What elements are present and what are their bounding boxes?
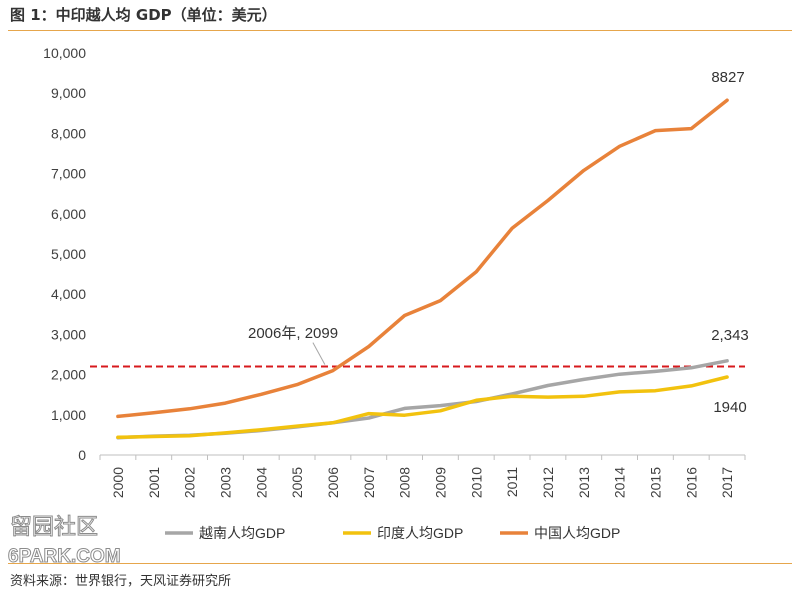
x-tick-label: 2003	[217, 467, 233, 498]
legend-label-vietnam: 越南人均GDP	[199, 525, 285, 541]
source-note: 资料来源：世界银行，天风证券研究所	[10, 574, 232, 589]
x-tick-label: 2009	[432, 467, 448, 498]
x-tick-label: 2008	[397, 467, 413, 498]
chart-legend: 越南人均GDP 印度人均GDP 中国人均GDP	[165, 525, 620, 541]
x-tick-label: 2004	[253, 467, 269, 498]
watermark-line1: 留园社区	[10, 514, 98, 539]
x-tick-label: 2001	[146, 467, 162, 498]
y-tick-label: 7,000	[51, 166, 86, 182]
x-tick-label: 2011	[504, 467, 520, 497]
y-tick-label: 5,000	[51, 246, 86, 262]
x-tick-label: 2007	[361, 467, 377, 498]
x-tick-label: 2014	[612, 467, 628, 498]
y-tick-label: 1,000	[51, 407, 86, 423]
annotation-leader-2006	[312, 342, 326, 365]
data-label-china-2017: 8827	[711, 69, 744, 86]
y-tick-label: 0	[78, 447, 86, 463]
x-tick-label: 2013	[576, 467, 592, 498]
legend-label-india: 印度人均GDP	[377, 525, 463, 541]
x-tick-label: 2006	[325, 467, 341, 498]
series-line-china	[116, 98, 729, 419]
chart-axes: 0 1,000 2,000 3,000 4,000 5,000 6,000 7,000 8,00…	[43, 45, 746, 498]
annotation-2006: 2006年, 2099	[248, 325, 338, 342]
data-label-india-2017: 1940	[713, 399, 746, 416]
x-tick-label: 2002	[182, 467, 198, 498]
data-labels: 2006年, 2099 8827 2,343 1940	[248, 69, 749, 416]
y-tick-label: 6,000	[51, 206, 86, 222]
x-tick-label: 2000	[110, 467, 126, 498]
series-line-vietnam	[116, 359, 729, 440]
legend-label-china: 中国人均GDP	[534, 525, 620, 541]
x-tick-label: 2010	[468, 467, 484, 498]
x-tick-label: 2005	[289, 467, 305, 498]
series-lines	[116, 98, 729, 440]
watermark-line2: 6PARK.COM	[8, 546, 121, 567]
title-divider	[8, 30, 792, 31]
y-tick-label: 9,000	[51, 85, 86, 101]
figure-title: 图 1：中印越人均 GDP（单位：美元）	[10, 6, 277, 24]
series-line-india	[116, 375, 729, 440]
x-tick-label: 2012	[540, 467, 556, 498]
y-tick-label: 8,000	[51, 125, 86, 141]
y-tick-label: 3,000	[51, 326, 86, 342]
x-tick-label: 2015	[647, 467, 663, 498]
y-tick-label: 4,000	[51, 286, 86, 302]
x-tick-label: 2017	[719, 467, 735, 498]
data-label-vietnam-2017: 2,343	[711, 327, 749, 344]
y-tick-label: 10,000	[43, 45, 86, 61]
source-divider	[8, 563, 792, 564]
watermark-logo: 留园社区 6PARK.COM	[8, 514, 122, 568]
x-tick-label: 2016	[683, 467, 699, 498]
y-tick-label: 2,000	[51, 367, 86, 383]
